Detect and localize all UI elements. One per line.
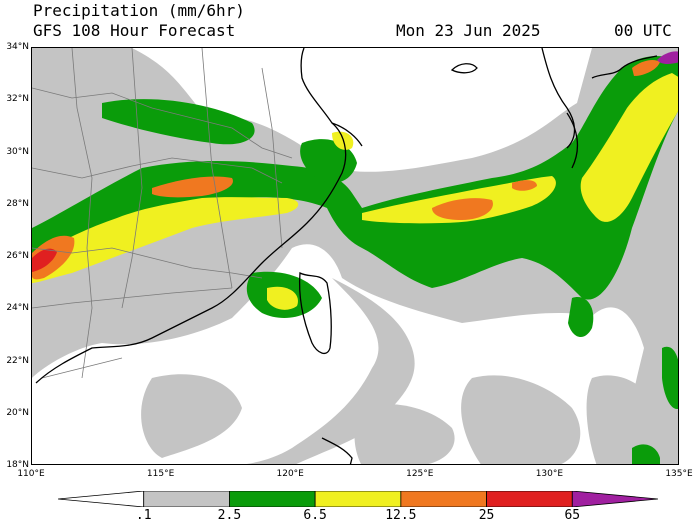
colorbar-label: 25 [478, 508, 495, 523]
lon-label: 125°E [406, 469, 434, 479]
heavy-rain-band [580, 73, 678, 222]
moderate-rain-band [32, 56, 678, 300]
heavy-rain-band [267, 286, 298, 310]
province-border [32, 287, 233, 309]
lon-label: 130°E [535, 469, 564, 479]
province-border [201, 48, 233, 289]
light-rain-area [461, 375, 581, 464]
precipitation-field [32, 48, 678, 464]
heavy-rain-band [332, 131, 354, 150]
moderate-rain-band [662, 346, 678, 409]
lat-label: 26°N [6, 251, 29, 261]
colorbar-label: .1 [135, 508, 152, 523]
lon-label: 110°E [17, 469, 45, 479]
lon-label: 120°E [276, 469, 304, 479]
lat-label: 22°N [6, 355, 29, 366]
lat-label: 28°N [6, 198, 29, 209]
very-heavy-rain-core [512, 180, 537, 191]
light-rain-area [586, 375, 666, 464]
precipitation-map [31, 47, 679, 465]
colorbar-label: 2.5 [217, 508, 242, 523]
coastline [541, 48, 576, 149]
province-border [261, 67, 283, 249]
moderate-rain-band [568, 297, 594, 338]
colorbar-label: 6.5 [303, 508, 327, 523]
colorbar-segment [143, 491, 230, 507]
province-border [121, 48, 143, 309]
province-border [41, 357, 123, 379]
colorbar-segment [486, 491, 573, 507]
coastline [566, 112, 579, 169]
light-rain-area [141, 374, 242, 458]
coastline [298, 271, 332, 355]
light-rain-area [354, 404, 455, 464]
lon-label: 115°E [146, 469, 175, 479]
colorbar-segment [314, 491, 402, 507]
light-rain-area [32, 48, 678, 464]
lat-label: 32°N [6, 94, 29, 105]
moderate-rain-band [102, 99, 255, 145]
forecast-date: Mon 23 Jun 2025 [396, 21, 541, 40]
coastline [321, 437, 353, 464]
coastlines [35, 48, 658, 464]
forecast-subtitle: GFS 108 Hour Forecast [33, 21, 236, 40]
lat-label: 24°N [6, 303, 29, 314]
lat-label: 34°N [6, 42, 29, 52]
moderate-rain-band [632, 444, 660, 464]
map-title: Precipitation (mm/6hr) [33, 1, 245, 20]
coastline [331, 122, 363, 147]
forecast-time: 00 UTC [614, 21, 672, 40]
very-heavy-rain-core [152, 176, 233, 198]
coastline [450, 63, 478, 74]
colorbar-segment [229, 491, 316, 507]
colorbar-segment [58, 491, 145, 507]
province-border [32, 87, 293, 159]
very-heavy-rain-core [432, 198, 493, 220]
province-border [71, 48, 93, 379]
lat-label: 30°N [6, 146, 29, 157]
colorbar-label: 12.5 [385, 508, 417, 523]
extreme-rain-core [32, 248, 57, 272]
very-heavy-rain-core [632, 60, 660, 76]
province-border [32, 247, 263, 279]
coastline [591, 55, 658, 79]
heavy-rain-band [32, 197, 299, 283]
province-border [32, 157, 283, 184]
lat-label: 20°N [6, 407, 29, 418]
colorbar-segment [571, 491, 658, 507]
province-borders [32, 48, 293, 379]
max-rain-core [657, 51, 678, 64]
colorbar-segment [400, 491, 487, 507]
colorbar-label: 65 [564, 508, 581, 523]
map-canvas [32, 48, 678, 464]
lat-label: 18°N [6, 460, 29, 470]
lon-label: 135°E [665, 469, 693, 479]
coastline [35, 48, 347, 384]
precipitation-colorbar [58, 491, 658, 507]
